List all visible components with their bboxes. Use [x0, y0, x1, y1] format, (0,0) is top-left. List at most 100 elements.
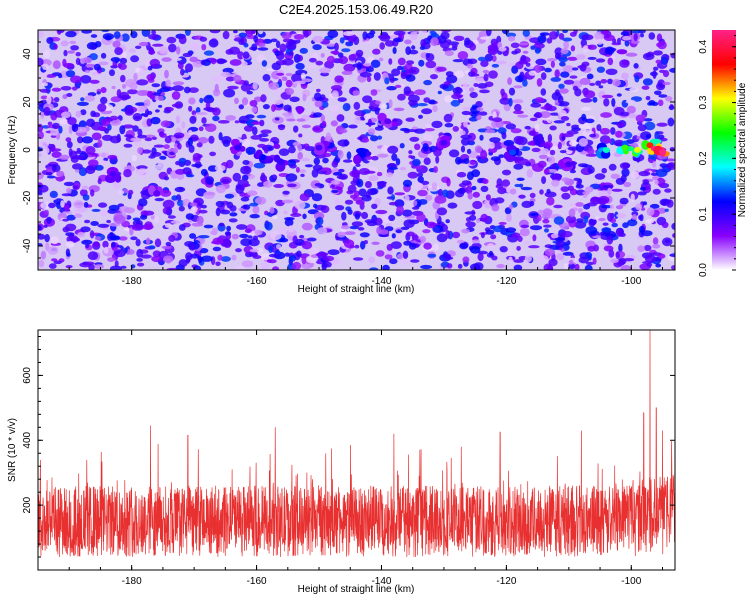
- heatmap-cell: [516, 245, 521, 251]
- heatmap-cell: [578, 138, 588, 147]
- heatmap-cell: [282, 199, 293, 204]
- heatmap-cell: [636, 135, 641, 140]
- heatmap-cell: [617, 37, 621, 45]
- heatmap-cell: [49, 190, 58, 198]
- heatmap-cell: [114, 47, 123, 56]
- heatmap-cell: [177, 62, 184, 70]
- heatmap-cell: [48, 202, 56, 209]
- heatmap-cell: [294, 200, 306, 210]
- heatmap-cell: [364, 181, 372, 189]
- heatmap-cell: [656, 177, 666, 187]
- heatmap-cell: [562, 251, 574, 256]
- heatmap-cell: [297, 151, 304, 160]
- heatmap-cell: [185, 252, 193, 261]
- heatmap-cell: [164, 135, 172, 144]
- heatmap-cell: [616, 122, 625, 128]
- heatmap-cell: [239, 233, 249, 239]
- heatmap-cell: [80, 84, 87, 91]
- heatmap-cell: [325, 43, 337, 47]
- heatmap-cell: [296, 250, 302, 258]
- heatmap-cell: [274, 117, 280, 121]
- heatmap-hotspot: [649, 138, 662, 145]
- heatmap-cell: [488, 70, 498, 79]
- heatmap-cell: [65, 137, 72, 143]
- heatmap-cell: [370, 59, 381, 68]
- heatmap-cell: [136, 79, 149, 86]
- heatmap-cell: [185, 213, 195, 220]
- heatmap-cell: [65, 70, 76, 78]
- heatmap-cell: [177, 143, 182, 150]
- heatmap-cell: [528, 245, 540, 249]
- heatmap-cell: [309, 262, 315, 268]
- heatmap-cell: [193, 265, 202, 270]
- heatmap-cell: [114, 58, 119, 64]
- heatmap-hotspot-peak: [602, 147, 610, 153]
- heatmap-cell: [189, 56, 198, 63]
- heatmap-cell: [485, 194, 491, 201]
- heatmap-cell: [581, 106, 592, 111]
- heatmap-cell: [345, 41, 354, 47]
- heatmap-cell: [433, 243, 440, 252]
- heatmap-cell: [315, 216, 324, 226]
- heatmap-cell: [512, 99, 524, 104]
- heatmap-cell: [633, 33, 638, 42]
- heatmap-cell: [484, 53, 493, 62]
- heatmap-cell: [569, 75, 578, 79]
- heatmap-cell: [321, 101, 329, 108]
- heatmap-cell: [603, 34, 615, 41]
- heatmap-cell: [423, 97, 431, 103]
- heatmap-cell: [334, 42, 339, 52]
- heatmap-cell: [561, 177, 570, 182]
- heatmap-cell: [356, 61, 363, 71]
- heatmap-cell: [549, 149, 556, 156]
- heatmap-cell: [406, 60, 415, 65]
- heatmap-cell: [425, 52, 430, 59]
- heatmap-cell: [225, 76, 235, 82]
- heatmap-cell: [410, 259, 420, 263]
- heatmap-cell: [458, 183, 467, 188]
- heatmap-cell: [435, 155, 440, 164]
- heatmap-cell: [543, 263, 553, 270]
- heatmap-cell: [495, 60, 507, 65]
- heatmap-cell: [397, 65, 403, 71]
- heatmap-cell: [301, 124, 311, 129]
- heatmap-cell: [215, 200, 225, 208]
- heatmap-cell: [124, 134, 133, 138]
- heatmap-cell: [261, 60, 268, 67]
- heatmap-cell: [468, 71, 476, 77]
- heatmap-cell: [612, 79, 621, 87]
- heatmap-cell: [517, 158, 530, 166]
- heatmap-cell: [361, 137, 370, 143]
- heatmap-cell: [201, 204, 207, 209]
- heatmap-cell: [123, 169, 132, 178]
- heatmap-cell: [100, 52, 107, 59]
- heatmap-cell: [477, 252, 484, 262]
- heatmap-cell: [600, 112, 612, 118]
- heatmap-cell: [539, 189, 544, 195]
- heatmap-cell: [388, 99, 393, 109]
- heatmap-cell: [75, 57, 81, 65]
- heatmap-cell: [607, 57, 614, 66]
- heatmap-cell: [366, 76, 372, 83]
- heatmap-cell: [316, 88, 321, 93]
- heatmap-cell: [672, 233, 675, 238]
- heatmap-cell: [119, 57, 128, 65]
- heatmap-cell: [582, 191, 590, 196]
- heatmap-cell: [634, 75, 640, 83]
- heatmap-cell: [144, 137, 153, 142]
- heatmap-cell: [445, 219, 451, 224]
- heatmap-cell: [643, 118, 653, 122]
- heatmap-cell: [562, 37, 573, 42]
- heatmap-cell: [463, 158, 470, 165]
- heatmap-cell: [83, 201, 89, 208]
- heatmap-cell: [242, 51, 250, 59]
- snr-ylabel: SNR (10 * v/v): [7, 418, 18, 482]
- heatmap-cell: [100, 87, 107, 94]
- heatmap-cell: [298, 133, 303, 138]
- heatmap-cell: [664, 208, 669, 212]
- heatmap-cell: [248, 235, 253, 239]
- heatmap-cell: [282, 190, 290, 195]
- heatmap-cell: [437, 35, 447, 44]
- heatmap-cell: [375, 100, 381, 105]
- heatmap-cell: [256, 54, 266, 63]
